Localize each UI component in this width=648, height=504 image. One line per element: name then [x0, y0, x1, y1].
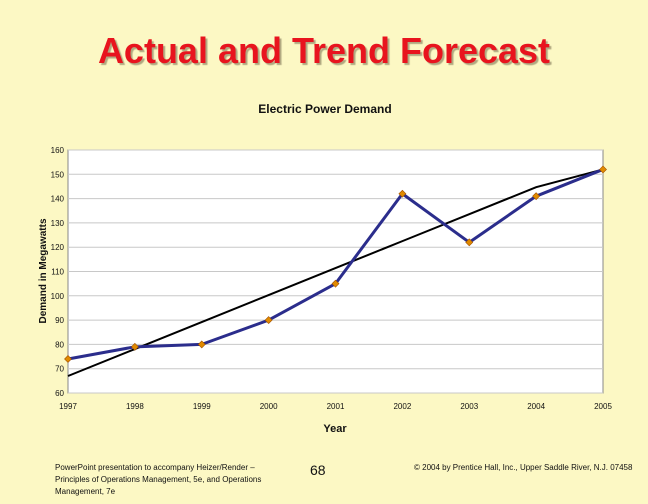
x-tick-label: 2003	[460, 402, 478, 411]
x-axis-label: Year	[323, 423, 347, 435]
actual-demand-point	[599, 165, 607, 174]
y-tick-label: 160	[51, 146, 65, 155]
y-tick-label: 60	[55, 389, 64, 398]
actual-demand-point	[197, 340, 206, 349]
y-tick-label: 140	[51, 195, 65, 204]
actual-demand-point	[532, 192, 541, 201]
y-tick-label: 80	[55, 340, 64, 349]
actual-demand-point	[465, 238, 474, 247]
y-tick-label: 120	[51, 243, 65, 252]
actual-demand-point	[398, 189, 407, 198]
x-tick-labels: 1997 1998 1999 2000 2001 2002 2003 2004 2005	[59, 402, 612, 411]
footer-credit: PowerPoint presentation to accompany Hei…	[55, 463, 262, 496]
trend-line	[67, 168, 604, 377]
x-tick-label: 1998	[126, 402, 144, 411]
x-tick-label: 1997	[59, 402, 77, 411]
series-layer	[64, 165, 607, 377]
footer-copyright: © 2004 by Prentice Hall, Inc., Upper Sad…	[414, 463, 633, 472]
gridlines	[68, 149, 603, 394]
actual-demand-point	[64, 355, 72, 363]
y-tick-label: 150	[51, 170, 65, 179]
y-tick-label: 90	[55, 316, 64, 325]
x-tick-label: 2002	[393, 402, 411, 411]
y-tick-label: 110	[51, 268, 64, 277]
y-axis-label: Demand in Megawatts	[38, 218, 49, 323]
x-tick-label: 2004	[527, 402, 545, 411]
actual-demand-point	[130, 342, 139, 351]
page-number: 68	[310, 462, 326, 478]
y-tick-labels: 60 70 80 90 100 110 120 130 140 150 160	[51, 146, 65, 398]
x-tick-label: 2005	[594, 402, 612, 411]
y-tick-label: 70	[55, 365, 64, 374]
actual-demand-point	[264, 316, 273, 325]
x-tick-label: 1999	[193, 402, 211, 411]
x-tick-label: 2000	[260, 402, 278, 411]
actual-demand-point	[331, 279, 340, 288]
y-tick-label: 100	[51, 292, 65, 301]
slide-title: Actual and Trend Forecast	[97, 30, 551, 71]
y-tick-label: 130	[51, 219, 65, 228]
chart-title: Electric Power Demand	[258, 102, 391, 116]
electric-power-demand-chart: Electric Power Demand 60 70 80 90 100 110 120 1…	[38, 102, 612, 435]
x-tick-label: 2001	[327, 402, 345, 411]
